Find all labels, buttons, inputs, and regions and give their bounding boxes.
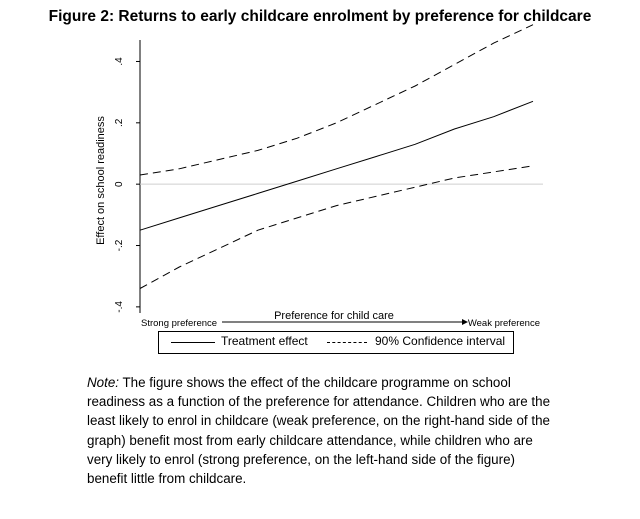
legend-treatment-effect-label: Treatment effect: [221, 334, 308, 348]
legend-solid-line-swatch: [171, 342, 215, 343]
legend-confidence-interval-label: 90% Confidence interval: [375, 334, 506, 348]
figure-note: Note: The figure shows the effect of the…: [87, 373, 557, 488]
legend-dashed-line-swatch: [327, 342, 367, 343]
note-text: The figure shows the effect of the child…: [87, 375, 551, 487]
x-axis-low-label: Strong preference: [141, 318, 217, 329]
y-tick-label: 0: [114, 181, 125, 187]
legend: Treatment effect 90% Confidence interval: [158, 331, 514, 354]
chart: -.4 -.2 0 .2 .4 Effect on school readiness Str…: [95, 24, 543, 329]
x-axis-arrowhead: [462, 319, 468, 325]
upper-ci-line: [139, 24, 534, 176]
y-tick-label: -.2: [114, 239, 125, 251]
note-label: Note:: [87, 375, 120, 390]
y-tick-label: .2: [114, 118, 125, 127]
y-axis-label: Effect on school readiness: [95, 116, 107, 245]
x-axis-high-label: Weak preference: [468, 318, 540, 329]
figure-title: Figure 2: Returns to early childcare enr…: [48, 8, 592, 25]
x-axis-label: Preference for child care: [274, 310, 394, 322]
y-tick-label: -.4: [114, 301, 125, 313]
lower-ci-line: [139, 165, 534, 289]
y-tick-label: .4: [114, 57, 125, 66]
treatment-effect-line: [139, 100, 534, 231]
